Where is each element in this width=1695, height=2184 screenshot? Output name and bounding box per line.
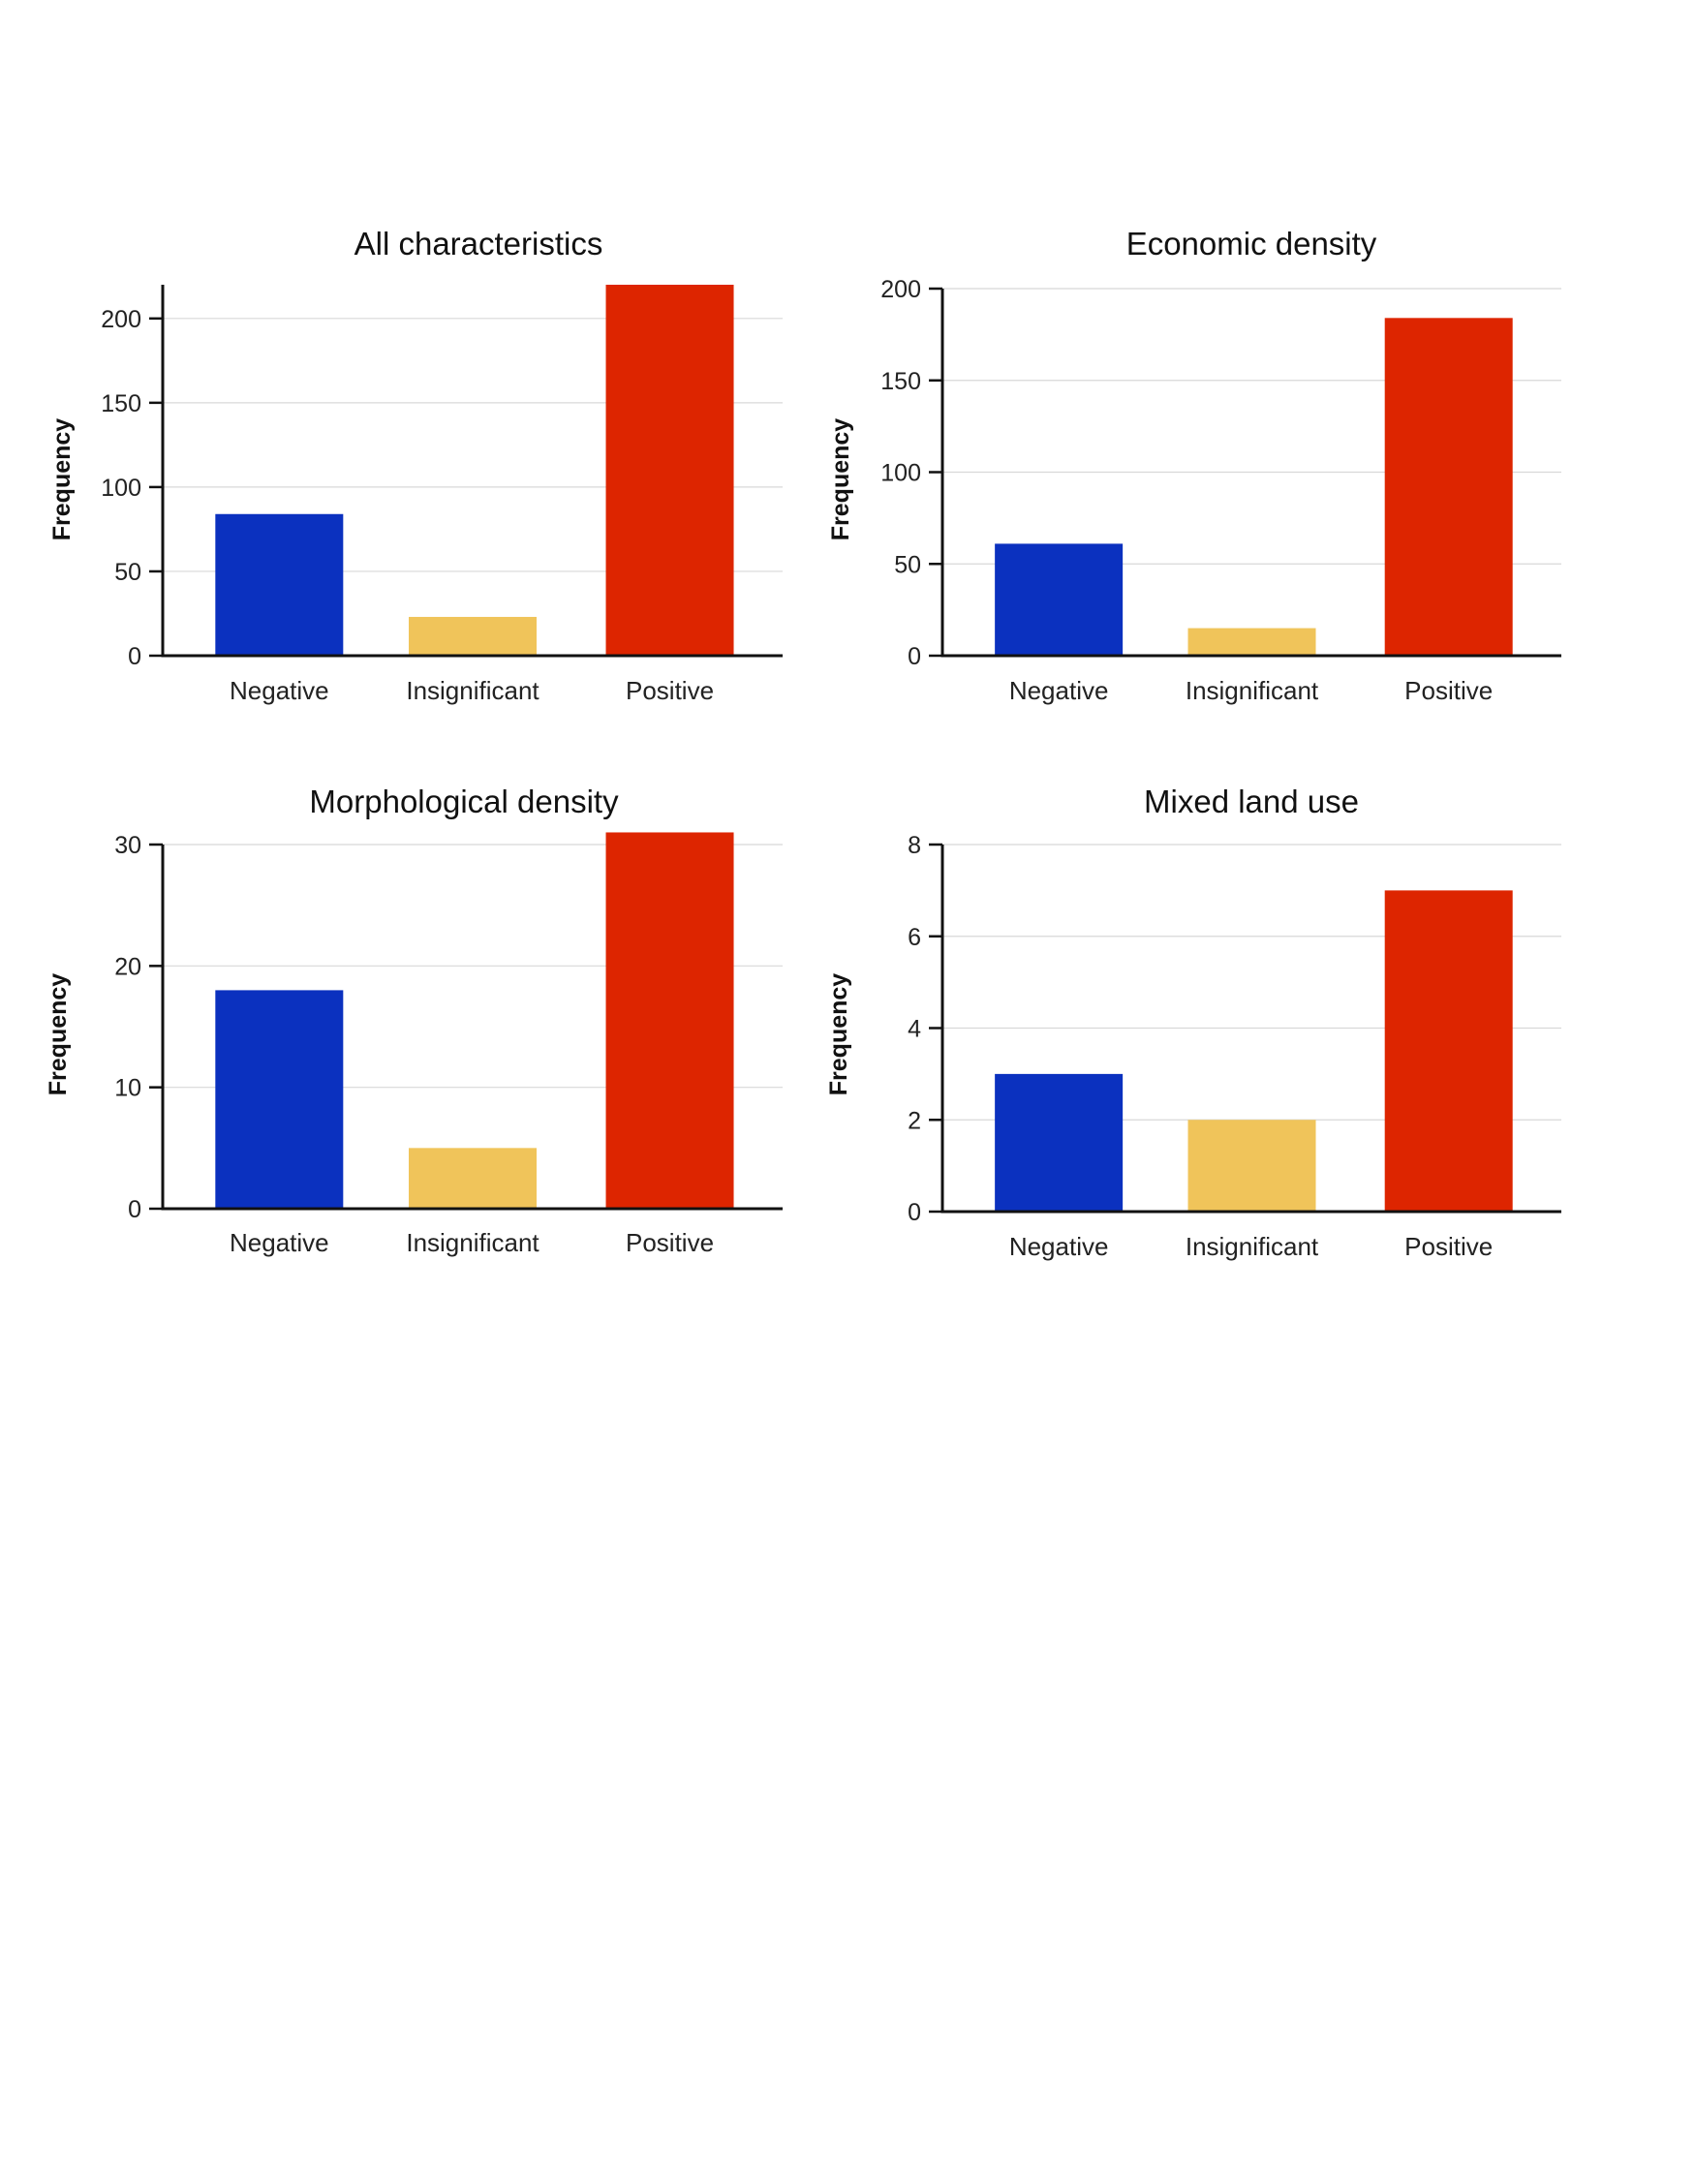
y-tick-label: 10	[114, 1075, 141, 1102]
bar-chart-3: 0 10 20 30 Negative Insignificant Positive Morp…	[45, 784, 783, 1257]
x-tick-label: Positive	[1404, 1232, 1493, 1261]
x-tick-label: Negative	[1009, 1232, 1109, 1261]
y-tick-label: 50	[894, 551, 921, 578]
y-tick-label: 0	[908, 1199, 921, 1226]
bar-positive	[605, 285, 734, 656]
y-tick-label: 0	[128, 1196, 141, 1223]
x-tick-label: Positive	[626, 1228, 714, 1257]
y-tick-label: 0	[908, 643, 921, 670]
x-tick-label: Insignificant	[1186, 676, 1319, 705]
chart-title: Morphological density	[309, 784, 619, 819]
y-tick-label: 0	[128, 643, 141, 670]
bar-negative	[215, 513, 344, 656]
y-tick-label: 150	[880, 368, 921, 395]
y-tick-label: 50	[114, 559, 141, 586]
y-axis-label: Frequency	[827, 418, 854, 541]
y-tick-label: 200	[101, 306, 141, 333]
chart-title: All characteristics	[354, 226, 603, 261]
x-tick-label: Negative	[230, 676, 329, 705]
bar-insignificant	[409, 1148, 537, 1209]
x-tick-label: Insignificant	[406, 1228, 539, 1257]
x-tick-label: Insignificant	[1186, 1232, 1319, 1261]
y-tick-label: 200	[880, 276, 921, 303]
bar-chart-2: 0 50 100 150 200 Negative Insignificant Positiv…	[827, 226, 1561, 705]
y-tick-label: 30	[114, 832, 141, 859]
bar-insignificant	[409, 616, 537, 656]
y-tick-label: 6	[908, 924, 921, 951]
bar-negative	[995, 1073, 1124, 1212]
y-tick-label: 4	[908, 1016, 921, 1043]
bar-positive	[1384, 890, 1513, 1212]
y-tick-label: 2	[908, 1107, 921, 1134]
chart-title: Economic density	[1126, 226, 1377, 261]
x-tick-label: Positive	[626, 676, 714, 705]
bar-positive	[1384, 318, 1513, 656]
bar-chart-4: 0 2 4 6 8 Negative Insignificant Positive Mixed …	[825, 784, 1561, 1261]
y-tick-label: 100	[101, 475, 141, 502]
y-axis-label: Frequency	[825, 973, 852, 1096]
y-tick-label: 20	[114, 953, 141, 980]
bar-insignificant	[1187, 628, 1316, 656]
x-tick-label: Negative	[230, 1228, 329, 1257]
bar-negative	[215, 990, 344, 1209]
y-tick-label: 150	[101, 390, 141, 417]
x-tick-label: Insignificant	[406, 676, 539, 705]
y-tick-label: 8	[908, 832, 921, 859]
bar-insignificant	[1187, 1120, 1316, 1212]
y-axis-label: Frequency	[48, 418, 76, 541]
bar-negative	[995, 543, 1124, 656]
x-tick-label: Positive	[1404, 676, 1493, 705]
chart-title: Mixed land use	[1144, 784, 1359, 819]
bar-positive	[605, 832, 734, 1209]
bar-chart-1: 0 50 100 150 200 Negative Insignificant Positiv…	[48, 226, 783, 705]
x-tick-label: Negative	[1009, 676, 1109, 705]
y-axis-label: Frequency	[45, 973, 72, 1096]
y-tick-label: 100	[880, 460, 921, 487]
